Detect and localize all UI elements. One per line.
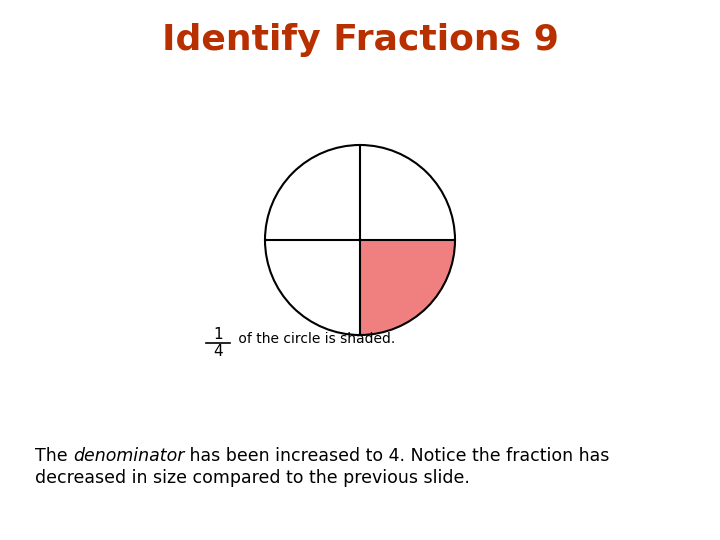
Text: The: The bbox=[35, 447, 73, 465]
Text: of the circle is shaded.: of the circle is shaded. bbox=[234, 332, 395, 346]
Text: Identify Fractions 9: Identify Fractions 9 bbox=[161, 23, 559, 57]
Wedge shape bbox=[360, 240, 455, 335]
Text: has been increased to 4. Notice the fraction has: has been increased to 4. Notice the frac… bbox=[184, 447, 610, 465]
Text: decreased in size compared to the previous slide.: decreased in size compared to the previo… bbox=[35, 469, 470, 487]
Text: 1: 1 bbox=[213, 327, 222, 342]
Text: denominator: denominator bbox=[73, 447, 184, 465]
Text: 4: 4 bbox=[213, 344, 222, 359]
